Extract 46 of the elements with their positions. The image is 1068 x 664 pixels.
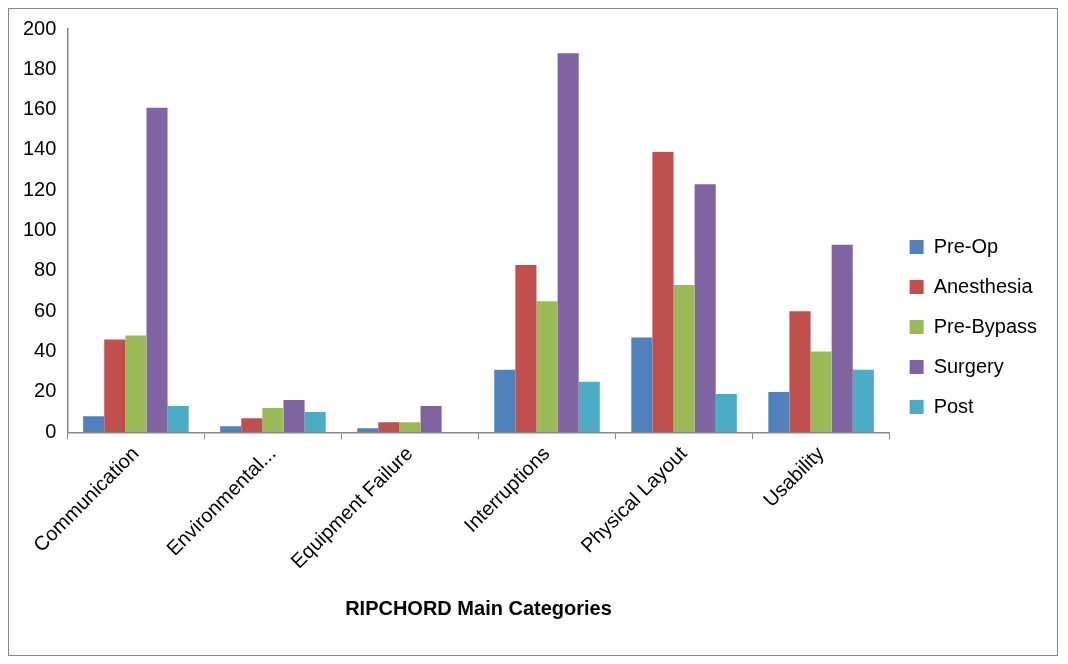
bar	[262, 408, 284, 433]
bar	[578, 381, 600, 433]
y-tick-label: 40	[34, 339, 57, 362]
bar	[83, 416, 105, 433]
bar	[125, 335, 147, 433]
legend-label: Pre-Op	[933, 234, 999, 257]
bar	[494, 369, 516, 433]
y-tick-label: 120	[22, 177, 57, 200]
bar	[631, 337, 653, 433]
bar	[241, 418, 263, 433]
bar	[694, 184, 716, 433]
legend-label: Surgery	[933, 354, 1004, 377]
y-tick-label: 200	[22, 16, 57, 39]
legend-label: Anesthesia	[933, 274, 1034, 297]
bar	[515, 264, 537, 433]
y-tick-label: 20	[34, 379, 57, 402]
bar	[557, 53, 579, 433]
bar	[536, 301, 558, 433]
bar	[420, 406, 442, 433]
y-tick-label: 160	[22, 97, 57, 120]
bar	[104, 339, 126, 433]
legend-label: Post	[933, 394, 975, 417]
bar	[399, 422, 421, 433]
bar	[652, 152, 674, 433]
bar	[357, 428, 379, 433]
bar	[304, 412, 326, 433]
x-axis-title: RIPCHORD Main Categories	[345, 596, 612, 619]
bar	[715, 393, 737, 433]
bar	[852, 369, 874, 433]
bar	[167, 406, 189, 433]
y-tick-label: 0	[45, 419, 57, 442]
y-tick-label: 60	[34, 298, 57, 321]
y-tick-label: 140	[22, 137, 57, 160]
legend-label: Pre-Bypass	[933, 314, 1038, 337]
bar	[768, 391, 790, 433]
y-tick-label: 80	[34, 258, 57, 281]
bar	[283, 400, 305, 433]
bar	[146, 107, 168, 433]
y-tick-label: 100	[22, 218, 57, 241]
bar	[831, 244, 853, 433]
bar	[789, 311, 811, 433]
bar	[810, 351, 832, 433]
bar	[673, 285, 695, 433]
bar	[378, 422, 400, 433]
bar	[220, 426, 242, 433]
y-tick-label: 180	[22, 56, 57, 79]
